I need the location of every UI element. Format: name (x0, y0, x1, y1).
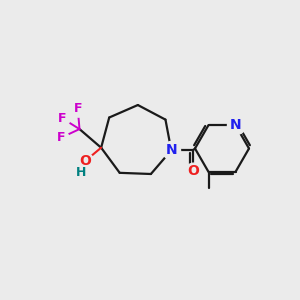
Text: N: N (230, 118, 241, 132)
Text: O: O (187, 164, 199, 178)
Text: F: F (57, 131, 65, 144)
Text: N: N (166, 143, 177, 157)
Text: F: F (58, 112, 67, 125)
Text: O: O (79, 154, 91, 168)
Text: F: F (74, 102, 82, 115)
Text: H: H (76, 166, 87, 179)
